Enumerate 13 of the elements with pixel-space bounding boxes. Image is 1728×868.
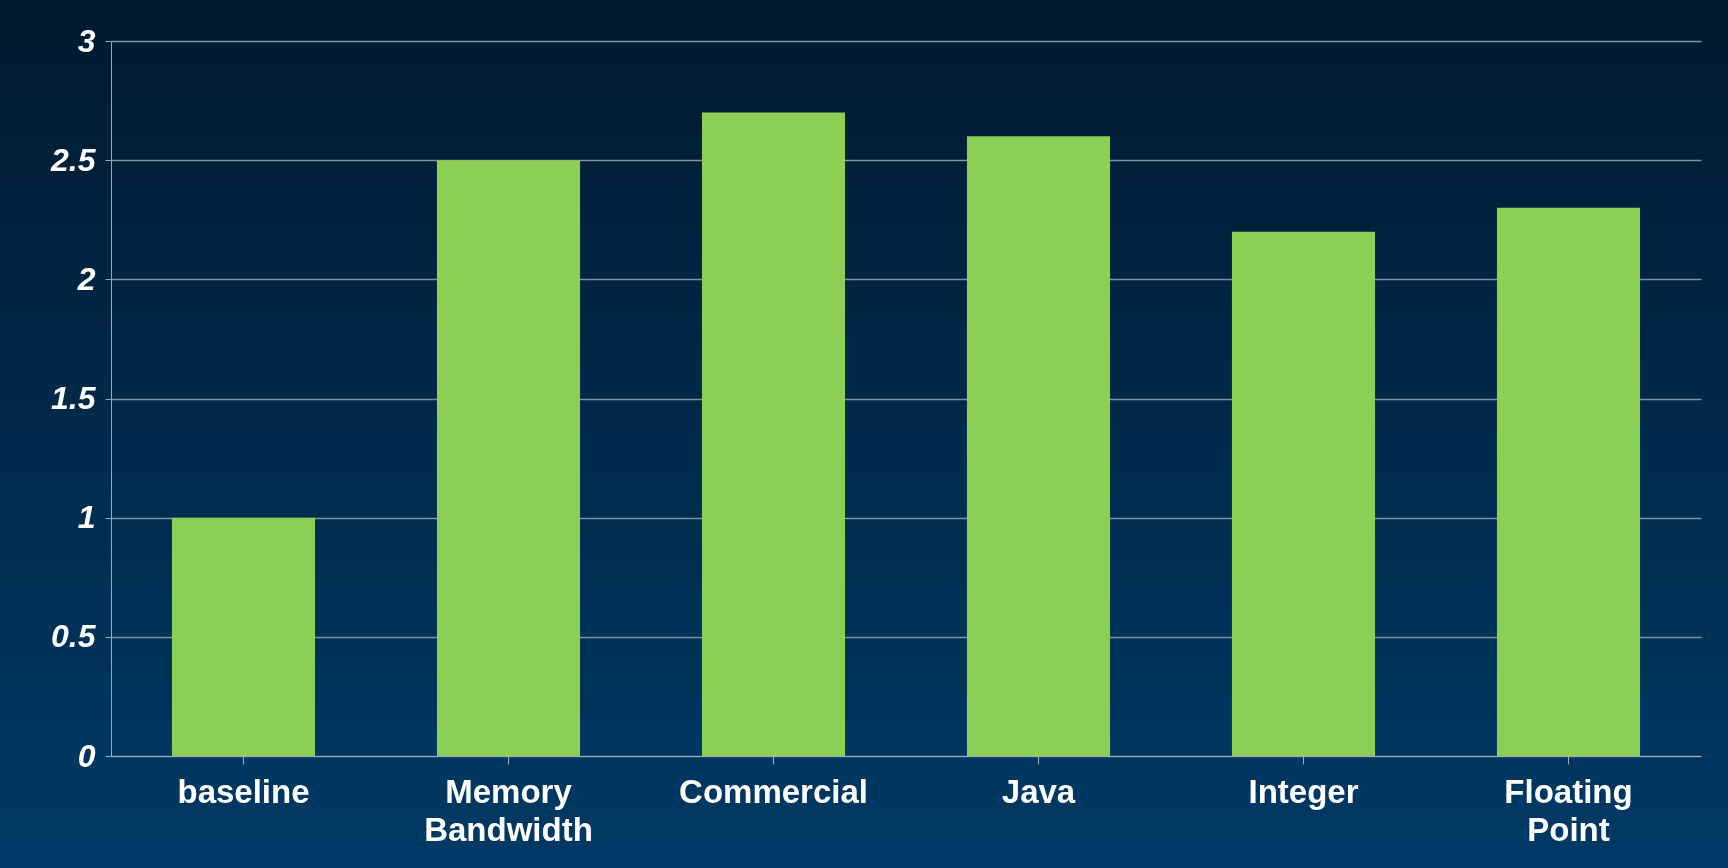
x-tick-label: Floating Point — [1504, 772, 1633, 848]
y-tick-label: 3 — [77, 22, 96, 59]
y-tick-label: 2.5 — [50, 141, 97, 178]
x-tick-label: Commercial — [679, 772, 868, 810]
y-tick-label: 2 — [76, 260, 96, 297]
y-tick-label: 1 — [77, 499, 96, 536]
x-tick-label: baseline — [177, 772, 310, 810]
x-tick-label: Java — [1001, 772, 1076, 810]
x-tick-label: Integer — [1248, 772, 1359, 810]
x-tick-label: Memory Bandwidth — [424, 772, 593, 848]
y-tick-label: 1.5 — [51, 380, 97, 416]
y-tick-label: 0 — [77, 737, 96, 774]
y-tick-label: 0.5 — [51, 618, 97, 655]
